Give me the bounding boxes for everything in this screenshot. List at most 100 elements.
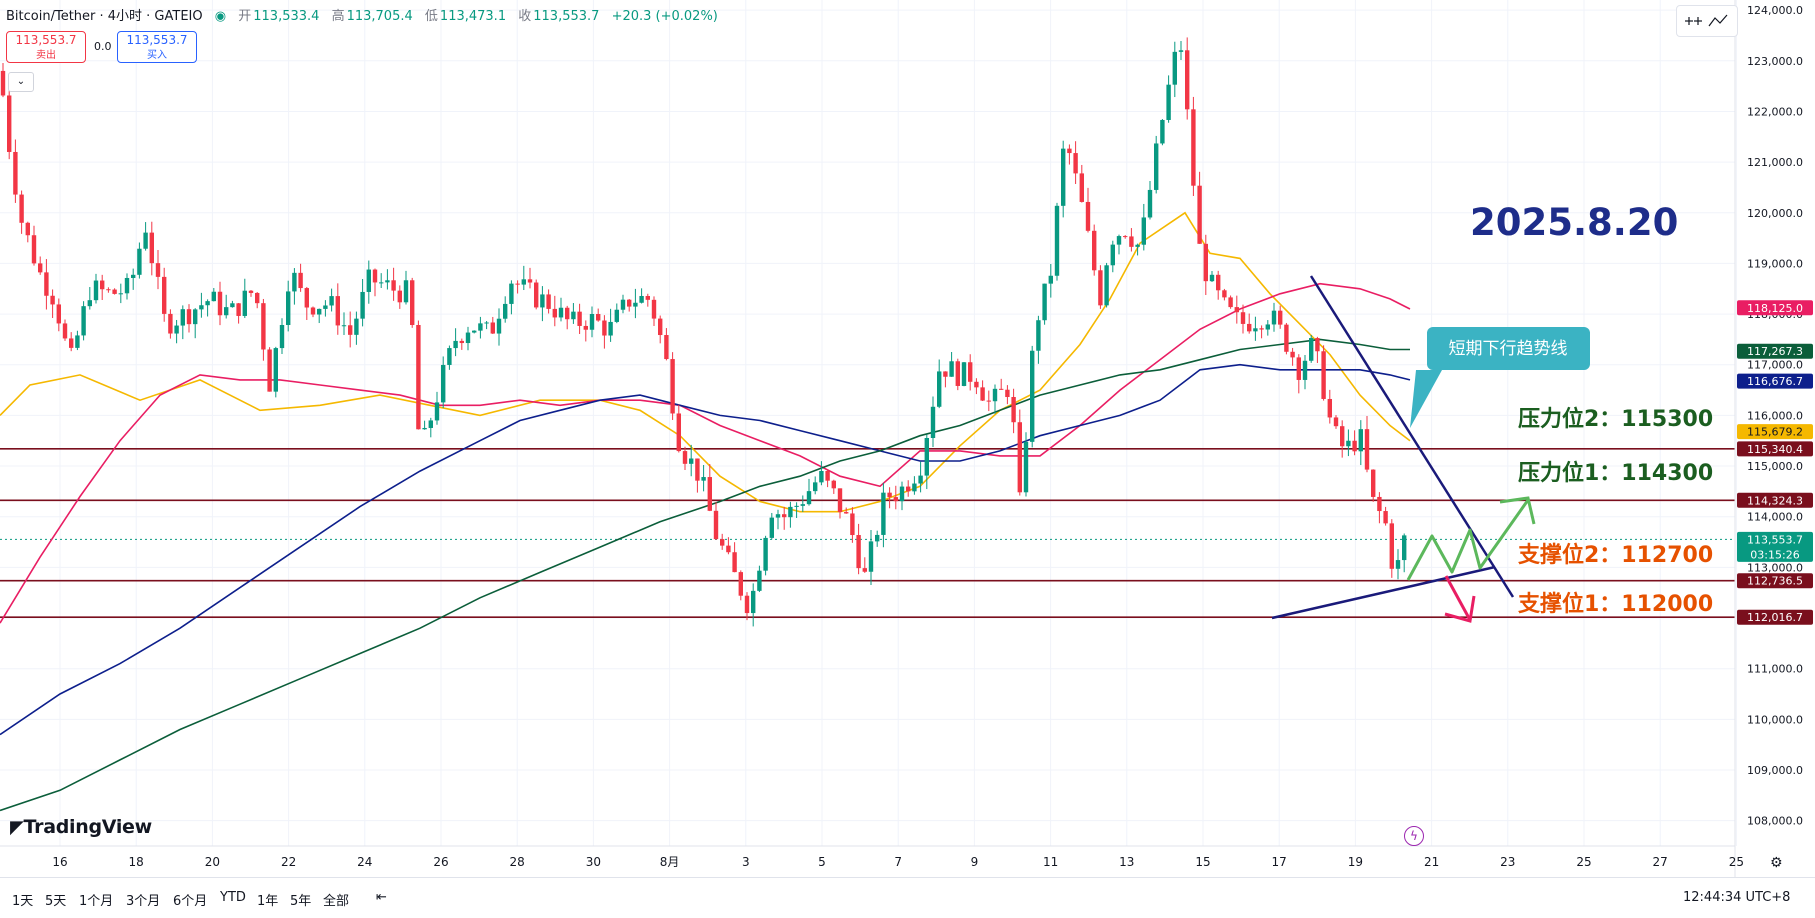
timeframe-5y[interactable]: 5年 bbox=[290, 894, 312, 909]
price-label-tag bbox=[1737, 343, 1813, 359]
candle-body bbox=[372, 269, 378, 283]
uptrend-support-line[interactable] bbox=[1271, 565, 1496, 620]
collapse-legend-button[interactable]: ⌄ bbox=[8, 72, 34, 92]
price-label-tag bbox=[1737, 300, 1813, 316]
candle-body bbox=[1129, 236, 1134, 247]
candle-body bbox=[0, 70, 6, 96]
candle-body bbox=[800, 504, 805, 506]
candle-body bbox=[267, 349, 272, 392]
candle-body bbox=[441, 364, 446, 403]
candle-body bbox=[354, 318, 359, 335]
candle-body bbox=[726, 545, 731, 553]
x-tick-label: 5 bbox=[818, 855, 826, 869]
candle-body bbox=[1116, 236, 1122, 245]
moving-average-line[interactable] bbox=[0, 282, 1411, 624]
candle-body bbox=[651, 299, 657, 319]
candle-body bbox=[558, 307, 564, 318]
candle-body bbox=[620, 299, 626, 310]
candle-body bbox=[217, 291, 223, 316]
candle-body bbox=[1191, 109, 1196, 186]
timeframe-1y[interactable]: 1年 bbox=[257, 894, 279, 909]
candle-body bbox=[1352, 440, 1357, 452]
candle-body bbox=[13, 151, 18, 195]
lightning-icon[interactable]: ϟ bbox=[1404, 826, 1424, 846]
candle-body bbox=[1216, 274, 1221, 291]
price-label-tag bbox=[1737, 609, 1813, 625]
candle-body bbox=[552, 308, 557, 318]
candle-body bbox=[360, 291, 365, 319]
sell-price: 113,553.7 bbox=[15, 33, 77, 47]
candle-body bbox=[583, 325, 588, 330]
candle-body bbox=[676, 413, 681, 452]
timeframe-5d[interactable]: 5天 bbox=[45, 894, 67, 909]
candle-body bbox=[775, 514, 781, 518]
candle-body bbox=[1364, 429, 1370, 470]
timeframe-1d[interactable]: 1天 bbox=[12, 894, 34, 909]
candle-body bbox=[1073, 153, 1078, 174]
price-label-text: 112,736.5 bbox=[1747, 575, 1803, 588]
candle-body bbox=[304, 288, 309, 308]
moving-average-line[interactable] bbox=[0, 363, 1411, 736]
trendlines bbox=[1271, 275, 1536, 623]
drawing-toolbar-button[interactable] bbox=[1676, 5, 1738, 37]
candle-body bbox=[248, 290, 254, 293]
gear-icon[interactable]: ⚙ bbox=[1770, 855, 1783, 871]
timeframe-3m[interactable]: 3个月 bbox=[126, 894, 161, 909]
buy-button[interactable]: 113,553.7 买入 bbox=[117, 31, 197, 63]
low-value: 113,473.1 bbox=[439, 9, 507, 24]
candle-body bbox=[465, 332, 471, 344]
candle-body bbox=[720, 539, 725, 546]
candle-body bbox=[1240, 312, 1246, 324]
candle-body bbox=[527, 279, 533, 283]
candle-body bbox=[1011, 397, 1016, 423]
y-axis-ticks: 108,000.0 109,000.0 110,000.0 111,000.0 112,… bbox=[1747, 4, 1803, 828]
date-annotation: 2025.8.20 bbox=[1470, 201, 1678, 244]
date-range-icon[interactable]: ⇤ bbox=[376, 890, 387, 905]
candle-body bbox=[819, 470, 824, 483]
tradingview-logo[interactable]: ◤TradingView bbox=[10, 816, 152, 838]
price-chart[interactable]: 108,000.0 109,000.0 110,000.0 111,000.0 112,… bbox=[0, 0, 1815, 877]
candle-body bbox=[837, 488, 843, 513]
candle-body bbox=[1135, 244, 1140, 247]
moving-average-line[interactable] bbox=[0, 338, 1410, 812]
moving-averages bbox=[0, 211, 1411, 812]
sell-button[interactable]: 113,553.7 卖出 bbox=[6, 31, 86, 63]
candle-body bbox=[310, 307, 316, 315]
candle-body bbox=[366, 269, 371, 292]
candle-body bbox=[862, 568, 867, 572]
timeframe-6m[interactable]: 6个月 bbox=[173, 894, 208, 909]
candle-body bbox=[1234, 307, 1239, 313]
candle-body bbox=[496, 318, 502, 334]
candle-body bbox=[744, 595, 750, 614]
candle-body bbox=[31, 235, 37, 264]
candle-body bbox=[937, 371, 942, 407]
candle-body bbox=[961, 362, 967, 386]
candle-body bbox=[825, 470, 830, 481]
bearish-arrow-head bbox=[1444, 595, 1476, 623]
candle-body bbox=[112, 289, 117, 294]
y-tick-label: 114,000.0 bbox=[1747, 511, 1803, 524]
candle-body bbox=[118, 293, 123, 295]
candle-body bbox=[577, 311, 582, 326]
symbol-header: Bitcoin/Tether · 4小时 · GATEIO ◉ 开 113,533… bbox=[6, 9, 718, 24]
candle-body bbox=[1005, 389, 1010, 398]
timeframe-ytd[interactable]: YTD bbox=[220, 890, 246, 905]
candle-body bbox=[56, 304, 61, 324]
candle-body bbox=[459, 340, 464, 344]
candle-body bbox=[174, 325, 179, 334]
candle-body bbox=[255, 292, 260, 304]
timeframe-all[interactable]: 全部 bbox=[323, 894, 350, 909]
tradingview-logo-text: TradingView bbox=[23, 816, 153, 838]
downtrend-line[interactable] bbox=[1309, 275, 1515, 598]
countdown-label: 03:15:26 bbox=[1750, 548, 1799, 561]
candle-body bbox=[875, 534, 880, 542]
candle-body bbox=[602, 320, 607, 336]
candle-body bbox=[1203, 243, 1208, 282]
timeframe-1m[interactable]: 1个月 bbox=[79, 894, 114, 909]
buy-price: 113,553.7 bbox=[126, 33, 188, 47]
candle-body bbox=[186, 309, 192, 325]
utc-clock[interactable]: 12:44:34 UTC+8 bbox=[1683, 890, 1791, 905]
symbol-name[interactable]: Bitcoin/Tether · 4小时 · GATEIO bbox=[6, 9, 203, 24]
candle-body bbox=[1340, 426, 1345, 447]
moving-average-line[interactable] bbox=[0, 211, 1411, 513]
